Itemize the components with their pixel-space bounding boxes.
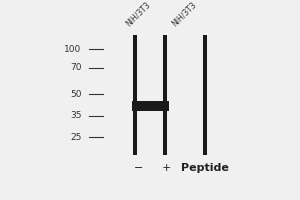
Bar	[163, 35, 167, 155]
Text: 25: 25	[70, 133, 82, 142]
Bar	[133, 35, 137, 155]
Text: −: −	[134, 163, 143, 173]
Bar	[203, 35, 207, 155]
Bar	[132, 101, 169, 111]
Bar	[132, 101, 169, 111]
Bar	[133, 35, 137, 155]
Text: +: +	[162, 163, 171, 173]
Text: Peptide: Peptide	[181, 163, 229, 173]
Text: 100: 100	[64, 45, 82, 54]
Bar	[163, 35, 167, 155]
Text: 35: 35	[70, 111, 82, 120]
Text: 70: 70	[70, 63, 82, 72]
Bar	[137, 35, 163, 101]
Text: NIH/3T3: NIH/3T3	[124, 0, 152, 28]
Text: 50: 50	[70, 90, 82, 99]
Text: NIH/3T3: NIH/3T3	[170, 0, 198, 28]
Bar	[137, 111, 163, 155]
